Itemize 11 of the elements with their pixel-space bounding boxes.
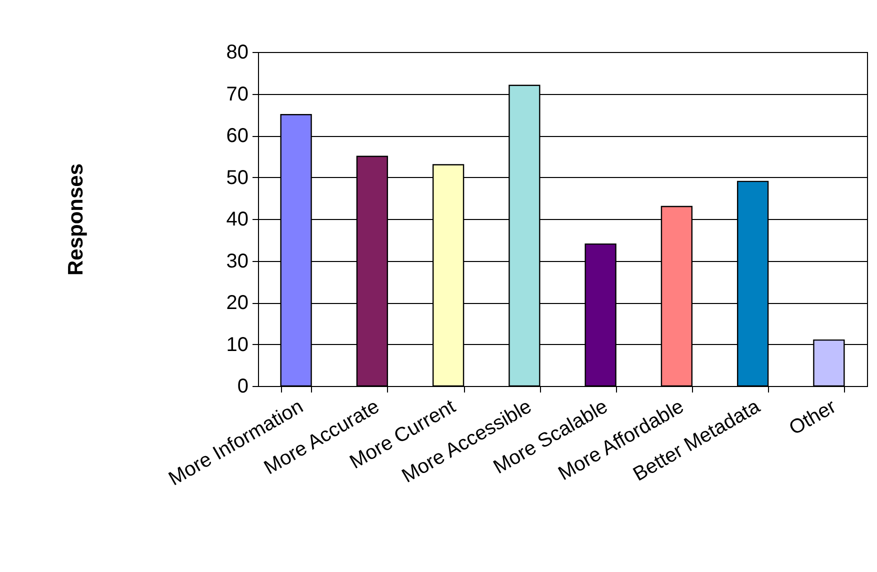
y-tick-label: 20 (226, 292, 248, 314)
y-tick-label: 80 (226, 42, 248, 64)
y-tick-label: 60 (226, 125, 248, 147)
y-tick-label: 50 (226, 166, 248, 189)
y-axis-title: Responses (64, 163, 88, 276)
x-tick-label: Other (786, 395, 840, 440)
y-tick-label: 30 (226, 250, 248, 272)
y-tick-label: 10 (226, 334, 248, 356)
y-tick-label: 40 (226, 208, 248, 230)
y-tick-label: 70 (226, 83, 248, 106)
y-tick-label: 0 (237, 376, 248, 398)
